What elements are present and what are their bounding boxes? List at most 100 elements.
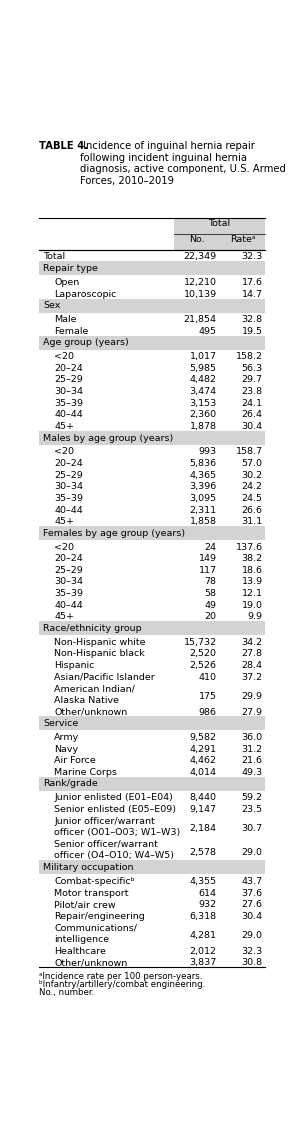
Text: 28.4: 28.4 xyxy=(242,661,263,670)
Text: 3,095: 3,095 xyxy=(189,494,217,503)
Bar xyxy=(40,765,265,777)
Text: 40–44: 40–44 xyxy=(54,410,83,419)
Bar xyxy=(40,716,265,730)
Bar xyxy=(40,262,265,276)
Bar xyxy=(40,705,265,716)
Text: 9,582: 9,582 xyxy=(190,734,217,741)
Text: 3,396: 3,396 xyxy=(189,482,217,491)
Bar xyxy=(40,730,265,741)
Text: Females by age group (years): Females by age group (years) xyxy=(43,528,185,538)
Text: 34.2: 34.2 xyxy=(241,638,263,647)
Text: 4,355: 4,355 xyxy=(189,877,217,886)
Text: 4,291: 4,291 xyxy=(190,745,217,754)
Text: Pilot/air crew: Pilot/air crew xyxy=(54,900,116,909)
Text: Non-Hispanic black: Non-Hispanic black xyxy=(54,649,145,658)
Text: Males by age group (years): Males by age group (years) xyxy=(43,434,173,443)
Text: 31.1: 31.1 xyxy=(241,517,263,526)
Text: <20: <20 xyxy=(54,448,74,457)
Text: 26.6: 26.6 xyxy=(242,506,263,515)
Text: 37.2: 37.2 xyxy=(241,673,263,681)
Text: Other/unknown: Other/unknown xyxy=(54,958,128,967)
Text: 1,858: 1,858 xyxy=(190,517,217,526)
Text: Military occupation: Military occupation xyxy=(43,863,133,872)
Text: 30–34: 30–34 xyxy=(54,577,83,587)
Bar xyxy=(40,431,265,445)
Text: Sex: Sex xyxy=(43,301,60,310)
Bar xyxy=(40,325,265,336)
Bar xyxy=(40,457,265,468)
Text: Junior enlisted (E01–E04): Junior enlisted (E01–E04) xyxy=(54,794,173,802)
Text: 5,836: 5,836 xyxy=(189,459,217,468)
Bar xyxy=(40,396,265,408)
Text: 45+: 45+ xyxy=(54,517,74,526)
Text: 614: 614 xyxy=(199,888,217,898)
Bar xyxy=(40,886,265,898)
Text: 2,526: 2,526 xyxy=(190,661,217,670)
Text: 23.8: 23.8 xyxy=(241,387,263,396)
Bar xyxy=(40,670,265,681)
Bar xyxy=(40,551,265,564)
Text: 2,311: 2,311 xyxy=(189,506,217,515)
Bar xyxy=(40,647,265,658)
Text: 5,985: 5,985 xyxy=(190,363,217,372)
Text: 12,210: 12,210 xyxy=(184,278,217,287)
Text: 27.6: 27.6 xyxy=(242,900,263,909)
Text: 149: 149 xyxy=(199,555,217,564)
Bar xyxy=(40,898,265,909)
Text: <20: <20 xyxy=(54,352,74,361)
Bar xyxy=(40,754,265,765)
Text: 2,578: 2,578 xyxy=(190,847,217,857)
Bar xyxy=(40,540,265,551)
Text: 32.8: 32.8 xyxy=(241,316,263,325)
Bar xyxy=(40,419,265,431)
Text: 40–44: 40–44 xyxy=(54,600,83,609)
Text: 37.6: 37.6 xyxy=(241,888,263,898)
Text: 8,440: 8,440 xyxy=(190,794,217,802)
Bar xyxy=(40,445,265,457)
Text: ᵃIncidence rate per 100 person-years.: ᵃIncidence rate per 100 person-years. xyxy=(40,973,203,982)
Bar xyxy=(40,837,265,860)
Bar xyxy=(40,526,265,540)
Text: 19.5: 19.5 xyxy=(242,327,263,336)
Text: 3,837: 3,837 xyxy=(189,958,217,967)
Bar xyxy=(40,802,265,814)
Text: 495: 495 xyxy=(199,327,217,336)
Bar xyxy=(40,491,265,503)
Text: 2,184: 2,184 xyxy=(190,825,217,834)
Text: Total: Total xyxy=(43,253,65,262)
Text: Rateᵃ: Rateᵃ xyxy=(230,235,255,244)
Text: 13.9: 13.9 xyxy=(241,577,263,587)
Text: officer (O01–O03; W1–W3): officer (O01–O03; W1–W3) xyxy=(54,828,181,837)
Text: 57.0: 57.0 xyxy=(242,459,263,468)
Text: Non-Hispanic white: Non-Hispanic white xyxy=(54,638,146,647)
Text: Hispanic: Hispanic xyxy=(54,661,95,670)
Bar xyxy=(40,361,265,372)
Text: 158.2: 158.2 xyxy=(236,352,263,361)
Text: 4,281: 4,281 xyxy=(190,932,217,940)
Bar xyxy=(40,287,265,298)
Text: Navy: Navy xyxy=(54,745,78,754)
Text: 32.3: 32.3 xyxy=(241,253,263,262)
Text: 31.2: 31.2 xyxy=(241,745,263,754)
Bar xyxy=(40,909,265,920)
Text: 993: 993 xyxy=(198,448,217,457)
Text: 25–29: 25–29 xyxy=(54,470,83,480)
Bar xyxy=(40,372,265,385)
Text: Combat-specificᵇ: Combat-specificᵇ xyxy=(54,877,135,886)
Bar xyxy=(40,350,265,361)
Text: 27.9: 27.9 xyxy=(242,707,263,716)
Text: No.: No. xyxy=(189,235,205,244)
Text: 21.6: 21.6 xyxy=(242,756,263,765)
Bar xyxy=(40,587,265,598)
Text: Communications/: Communications/ xyxy=(54,924,138,933)
Bar xyxy=(40,790,265,802)
Text: 32.3: 32.3 xyxy=(241,947,263,956)
Bar xyxy=(40,875,265,886)
Text: Healthcare: Healthcare xyxy=(54,947,106,956)
Text: 24.5: 24.5 xyxy=(242,494,263,503)
Text: Age group (years): Age group (years) xyxy=(43,338,129,347)
Text: <20: <20 xyxy=(54,542,74,551)
Text: Repair/engineering: Repair/engineering xyxy=(54,912,145,920)
Text: 38.2: 38.2 xyxy=(241,555,263,564)
Text: 2,012: 2,012 xyxy=(190,947,217,956)
